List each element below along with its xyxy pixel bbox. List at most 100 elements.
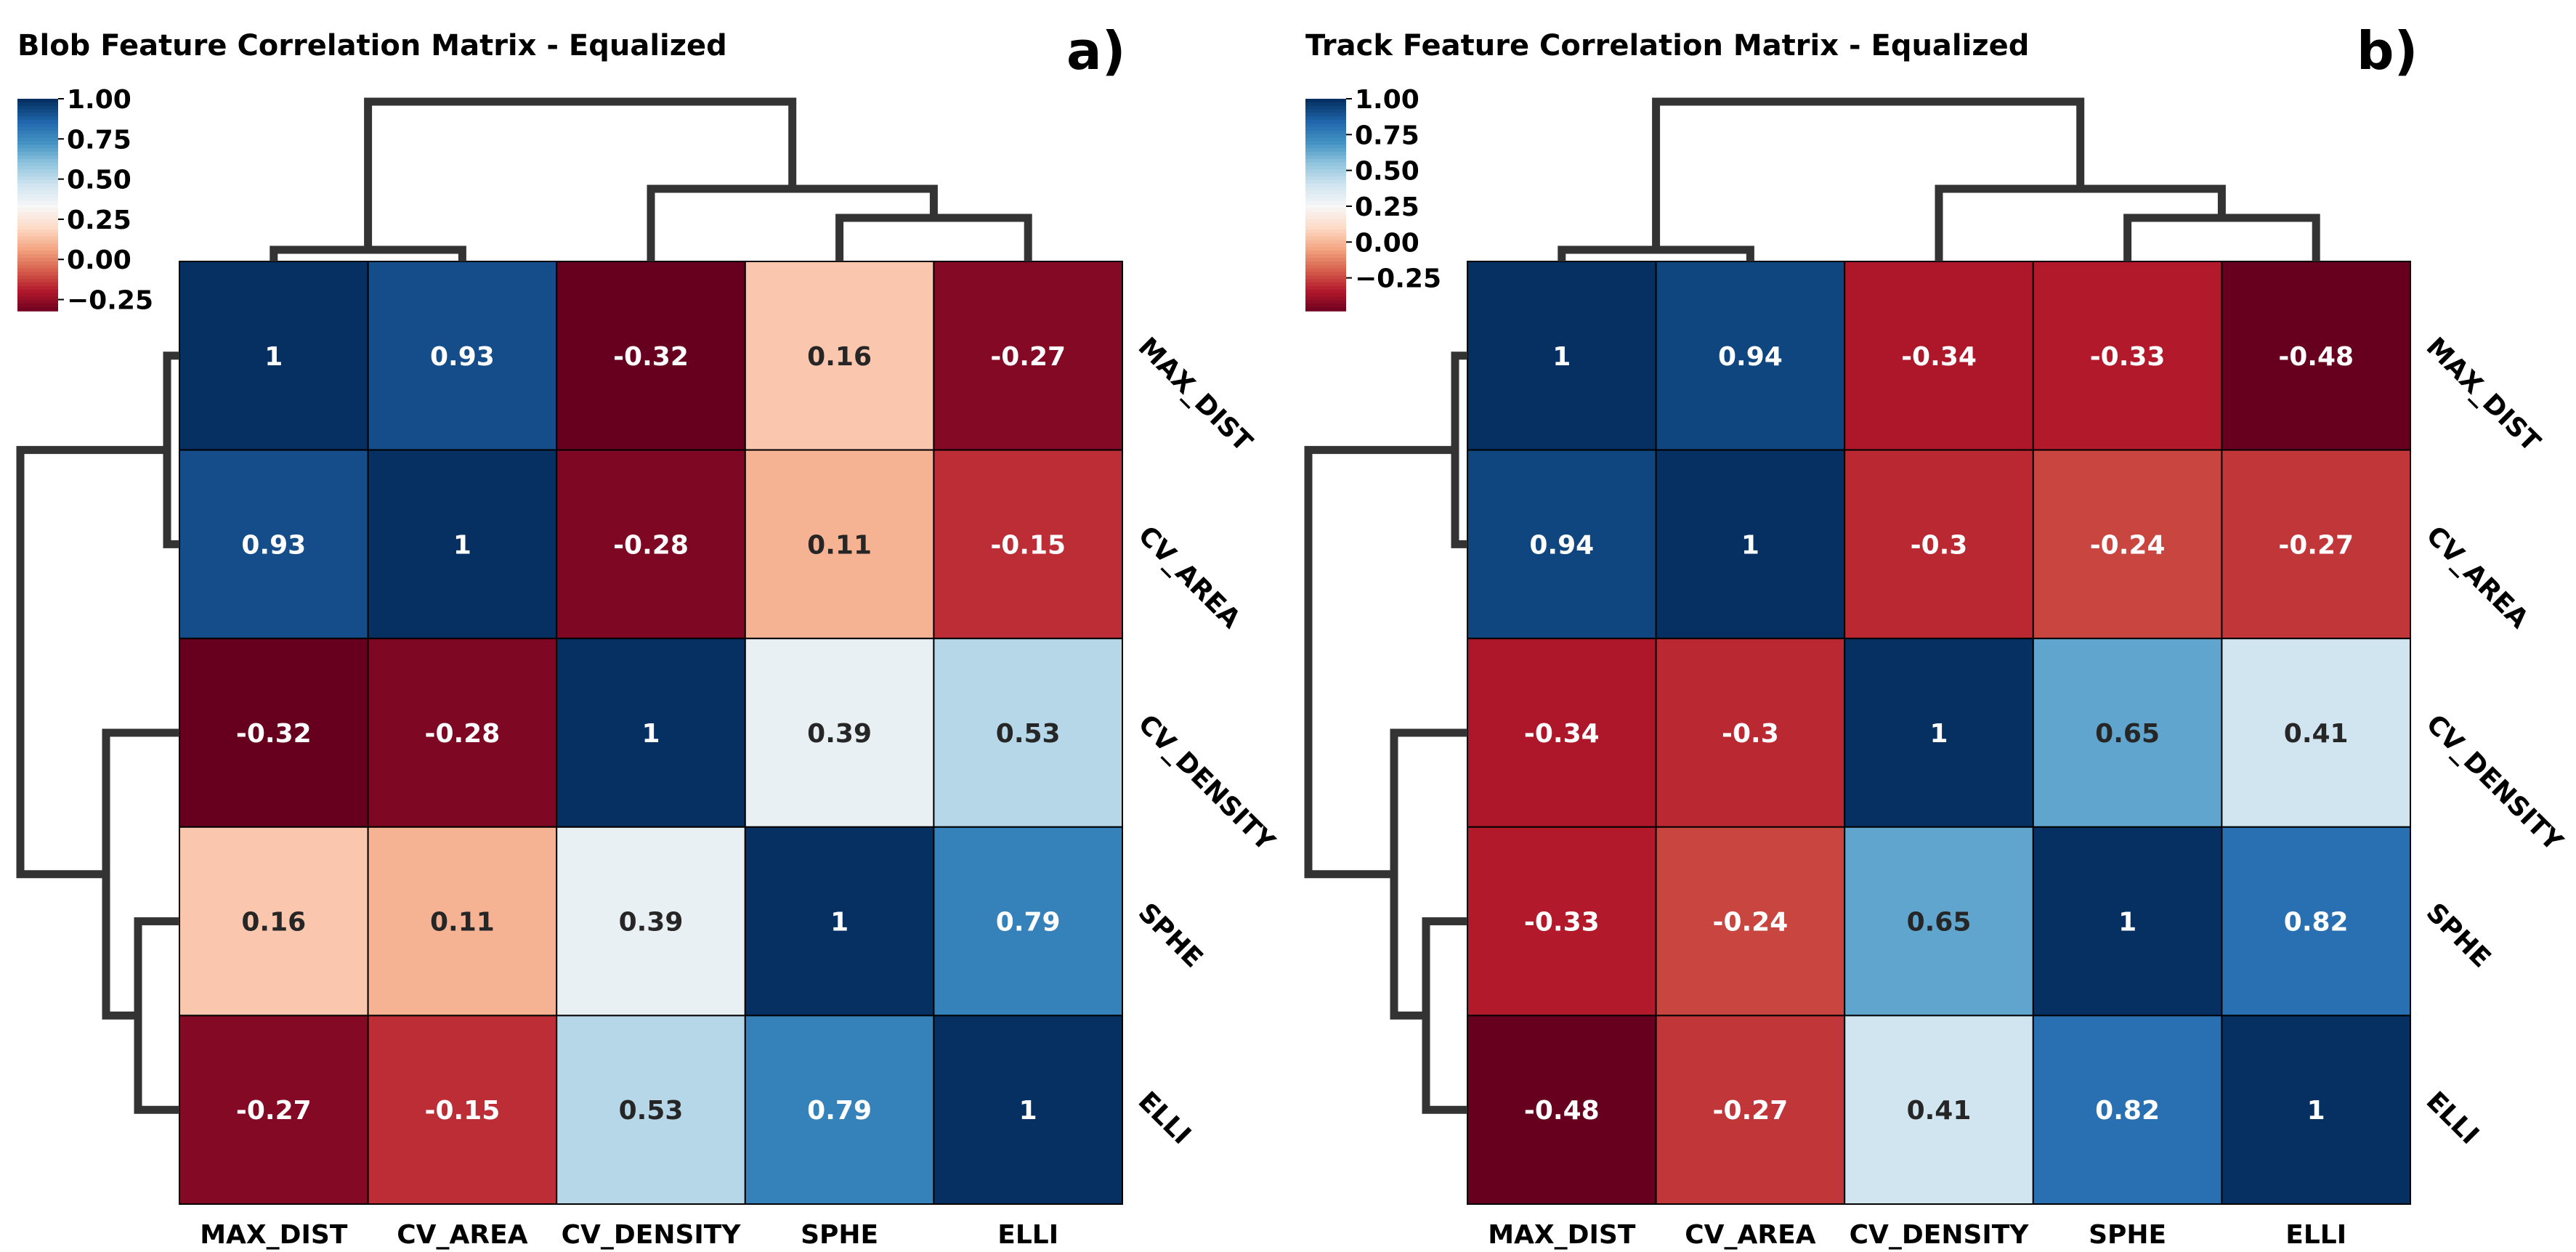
x-tick-label: CV_AREA [1685, 1220, 1815, 1250]
colorbar-segment [17, 183, 58, 188]
colorbar-segment [1305, 99, 1346, 103]
heatmap-cell [2032, 449, 2223, 640]
heatmap-cell [2221, 638, 2412, 828]
cell-value-label: 0.16 [241, 908, 306, 938]
heatmap-cell [2221, 449, 2412, 640]
cell-value-label: 1 [830, 908, 848, 938]
colorbar-tick-label: 0.75 [1355, 121, 1419, 150]
cell-value-label: 1 [1929, 719, 1948, 749]
colorbar-segment [17, 187, 58, 192]
colorbar-segment [1305, 109, 1346, 114]
x-tick-label: CV_AREA [397, 1220, 527, 1250]
heatmap-cell [1655, 261, 1846, 451]
colorbar-segment [1305, 251, 1346, 255]
colorbar-segment [1305, 179, 1346, 184]
colorbar-segment [1305, 275, 1346, 280]
chart-title: Track Feature Correlation Matrix - Equal… [1305, 29, 2030, 62]
heatmap-cell [179, 1015, 369, 1206]
heatmap-cell [2032, 826, 2223, 1017]
colorbar-segment [1305, 152, 1346, 156]
heatmap-cell [1844, 638, 2034, 828]
colorbar-segment [17, 152, 58, 156]
colorbar-segment [17, 272, 58, 277]
column-dendrogram-link [647, 184, 938, 261]
colorbar-segment [17, 116, 58, 121]
cell-value-label: -0.32 [613, 342, 689, 372]
heatmap-cell [933, 449, 1124, 640]
chart-panel-b: Track Feature Correlation Matrix - Equal… [1288, 0, 2576, 1252]
heatmap-cell [1467, 638, 1657, 828]
colorbar-segment [1305, 282, 1346, 287]
colorbar-segment [1305, 198, 1346, 202]
column-dendrogram-link [364, 97, 797, 250]
colorbar-segment [1305, 194, 1346, 199]
colorbar-segment [1305, 145, 1346, 149]
cell-value-label: -0.28 [613, 530, 689, 560]
colorbar-segment [17, 99, 58, 103]
cell-value-label: -0.3 [1722, 719, 1779, 749]
colorbar-segment [1305, 264, 1346, 269]
colorbar-segment [1305, 304, 1346, 308]
cell-value-label: -0.27 [2278, 530, 2354, 560]
colorbar-segment [17, 166, 58, 171]
colorbar-segment [1305, 201, 1346, 206]
colorbar-segment [1305, 247, 1346, 252]
colorbar-segment [1305, 134, 1346, 139]
heatmap-cell [1844, 826, 2034, 1017]
heatmap-cell [2221, 1015, 2412, 1206]
panel-label: a) [1066, 20, 1126, 81]
colorbar-segment [17, 208, 58, 213]
colorbar-tick-label: 0.00 [67, 245, 131, 275]
cell-value-label: -0.48 [2278, 342, 2354, 372]
colorbar-tick-label: 0.75 [67, 125, 131, 155]
colorbar-segment [17, 211, 58, 216]
colorbar-segment [1305, 219, 1346, 224]
colorbar-segment [17, 194, 58, 199]
colorbar-segment [1305, 254, 1346, 259]
colorbar-segment [17, 296, 58, 301]
heatmap-svg: 1 0.93 -0.32 0.16 -0.27 0.93 1 -0.28 0.11 -0.15 -0… [16, 85, 1281, 1250]
cell-value-label: 1 [453, 530, 471, 560]
heatmap-cell [556, 1015, 746, 1206]
cell-value-label: 0.53 [996, 719, 1061, 749]
cell-value-label: 0.94 [1718, 342, 1783, 372]
cell-value-label: -0.34 [1901, 342, 1977, 372]
colorbar-segment [17, 236, 58, 241]
colorbar-segment [1305, 307, 1346, 312]
colorbar-segment [1305, 137, 1346, 142]
y-tick-label: CV_AREA [1133, 521, 1247, 635]
colorbar-segment [1305, 258, 1346, 262]
colorbar-segment [17, 282, 58, 287]
heatmap-cell [933, 638, 1124, 828]
cell-value-label: 0.82 [2095, 1096, 2160, 1126]
colorbar-segment [17, 176, 58, 181]
colorbar-segment [1305, 229, 1346, 234]
y-tick-label: MAX_DIST [2421, 332, 2546, 458]
cell-value-label: -0.24 [1713, 908, 1789, 938]
cell-value-label: 0.93 [241, 530, 306, 560]
colorbar-segment [17, 155, 58, 160]
x-tick-label: CV_DENSITY [562, 1220, 742, 1250]
colorbar-segment [17, 251, 58, 255]
cell-value-label: -0.27 [990, 342, 1066, 372]
colorbar-segment [1305, 285, 1346, 290]
row-dendrogram-link [1451, 351, 1467, 548]
colorbar-segment [1305, 126, 1346, 131]
heatmap-cell [933, 1015, 1124, 1206]
heatmap-cell [933, 261, 1124, 451]
colorbar-segment [17, 275, 58, 280]
row-dendrogram-link [1304, 446, 1455, 879]
heatmap-cell [1467, 826, 1657, 1017]
cell-value-label: -0.33 [1524, 908, 1600, 938]
cell-value-label: 0.16 [807, 342, 872, 372]
colorbar-segment [17, 134, 58, 139]
colorbar-segment [17, 173, 58, 177]
colorbar-segment [17, 190, 58, 195]
chart-title: Blob Feature Correlation Matrix - Equali… [17, 29, 727, 62]
cell-value-label: 0.39 [619, 908, 684, 938]
heatmap-cell [179, 449, 369, 640]
heatmap-cell [1655, 826, 1846, 1017]
heatmap-cell [556, 826, 746, 1017]
cell-value-label: -0.27 [236, 1096, 312, 1126]
cell-value-label: -0.3 [1911, 530, 1968, 560]
